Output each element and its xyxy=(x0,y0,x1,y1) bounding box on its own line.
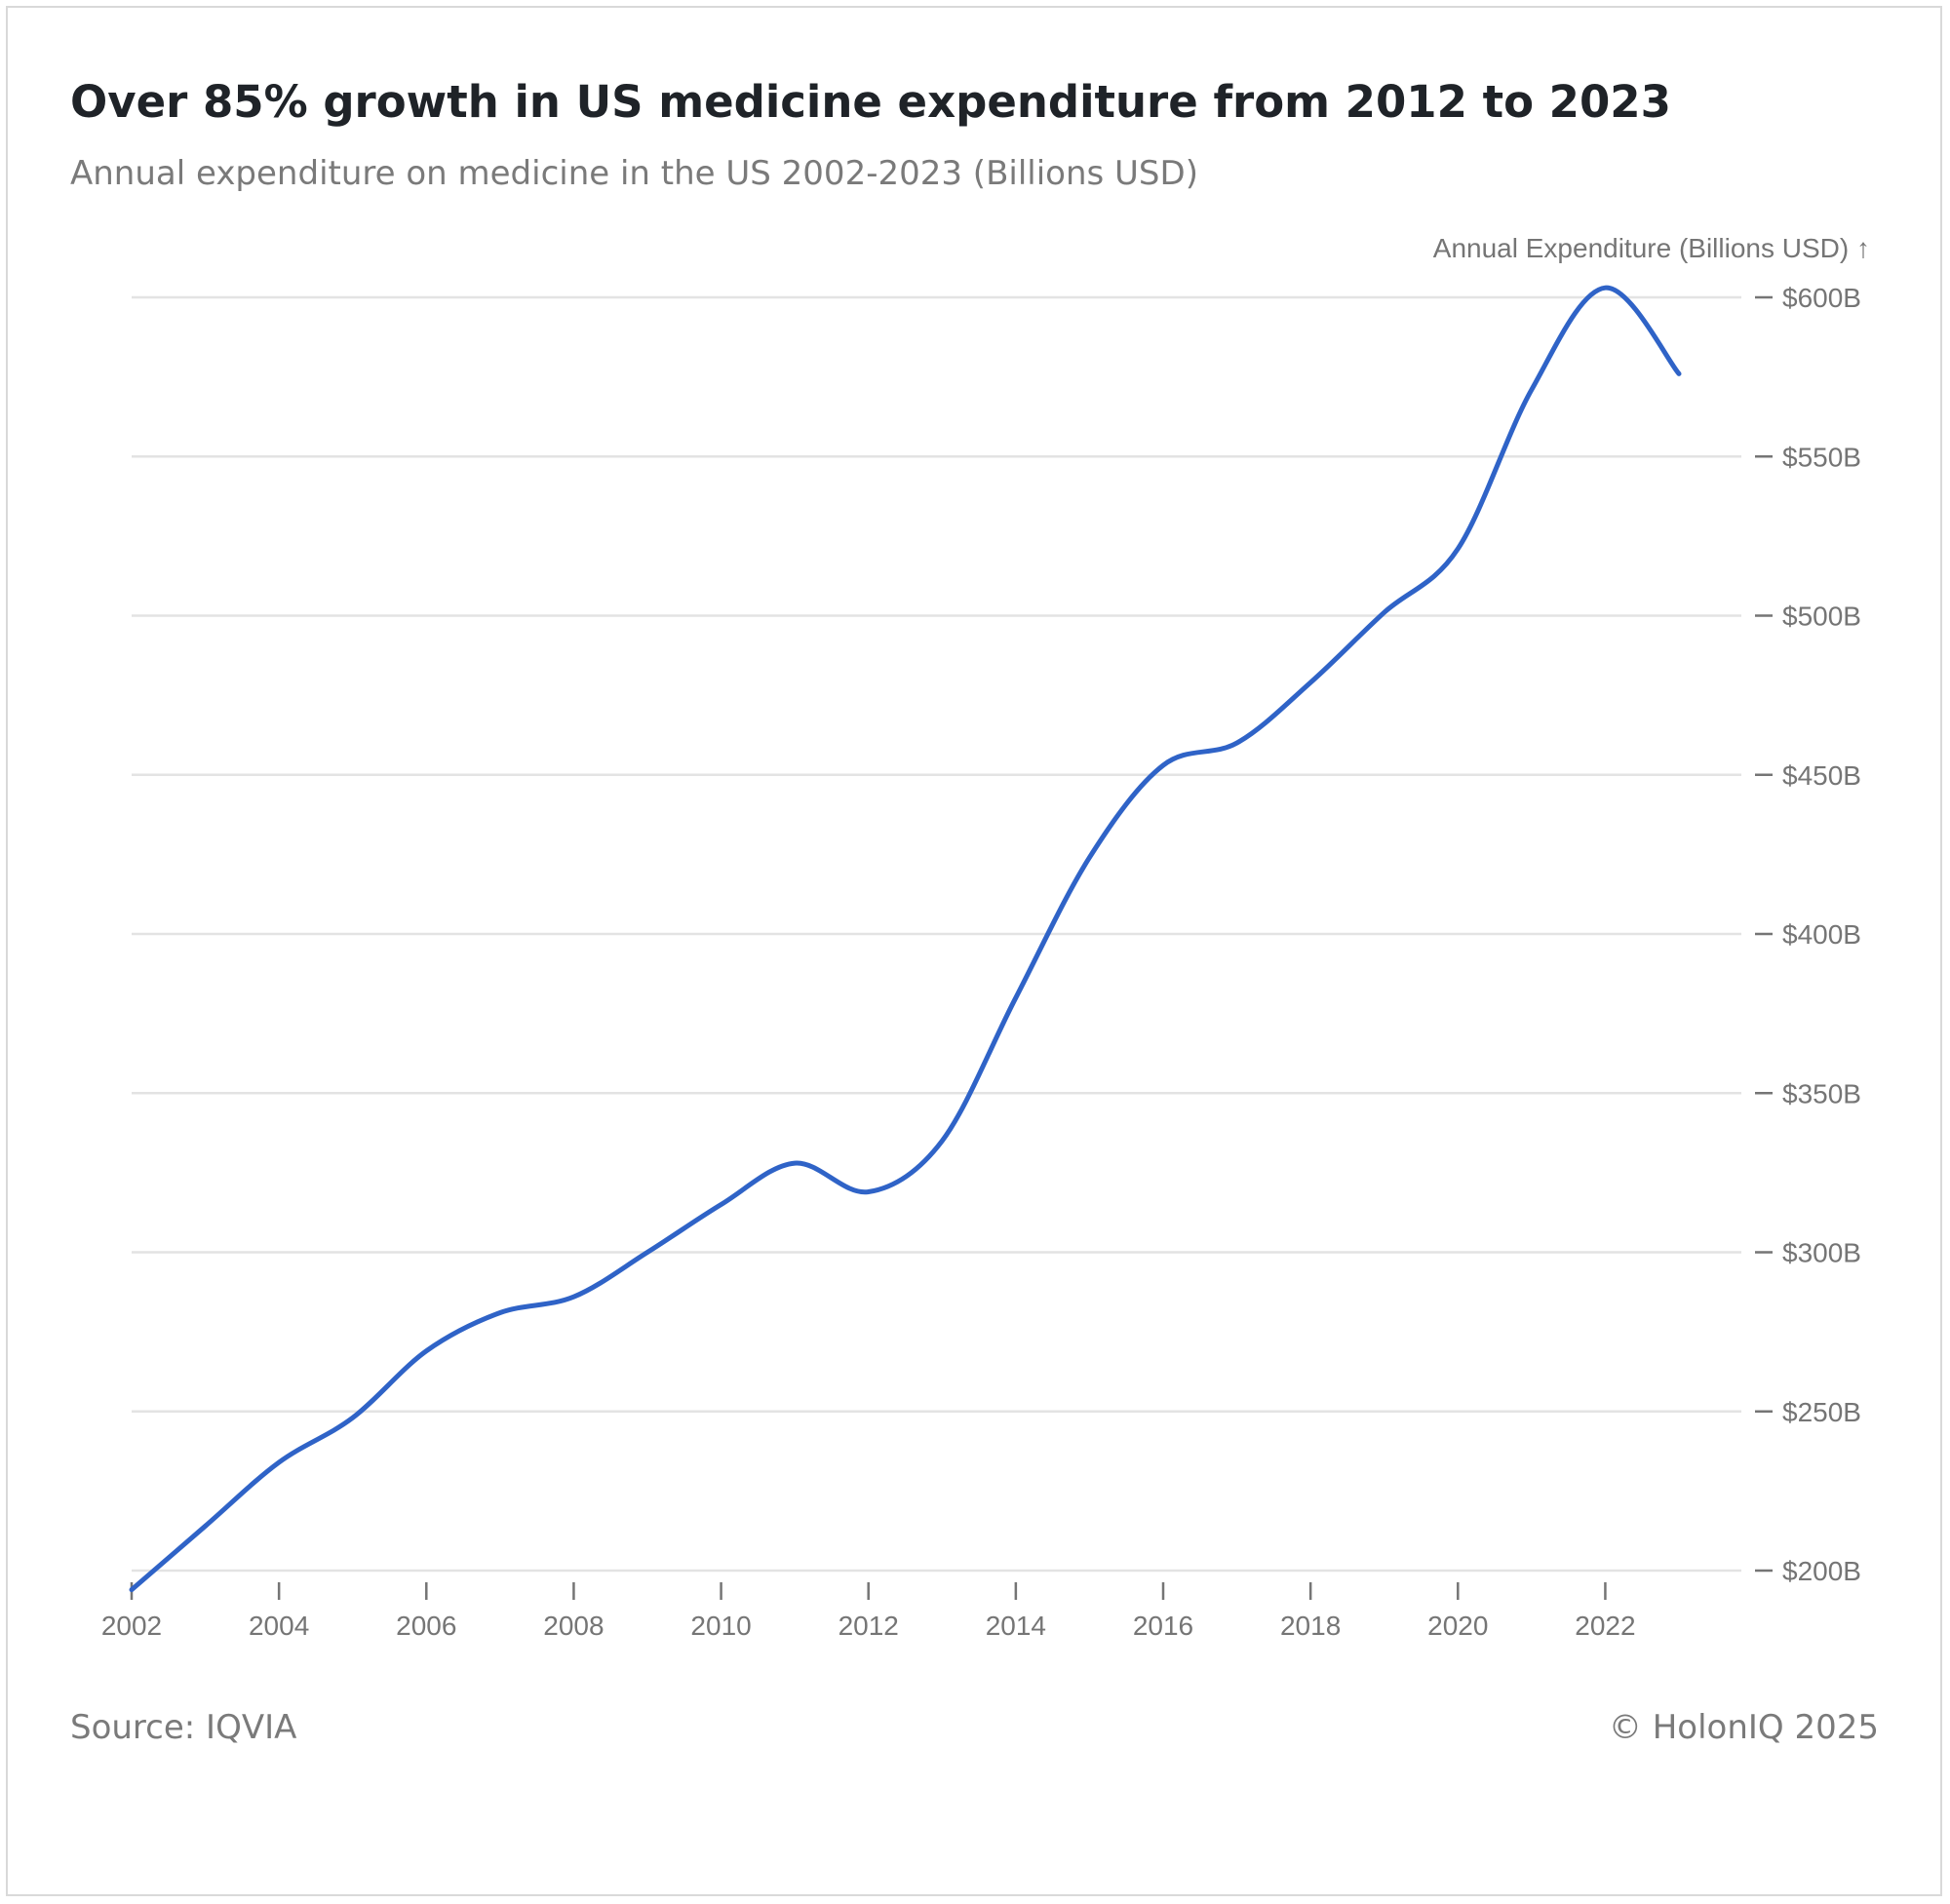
y-tick-label: $450B xyxy=(1782,760,1861,791)
x-tick-label: 2014 xyxy=(986,1611,1046,1641)
y-tick-label: $200B xyxy=(1782,1556,1861,1586)
x-tick-label: 2012 xyxy=(838,1611,899,1641)
expenditure-line xyxy=(129,285,1682,1593)
x-tick-label: 2004 xyxy=(249,1611,309,1641)
y-tick-label: $350B xyxy=(1782,1078,1861,1108)
chart-title: Over 85% growth in US medicine expenditu… xyxy=(70,76,1671,128)
gridlines xyxy=(132,295,1741,1573)
x-tick-label: 2010 xyxy=(690,1611,751,1641)
copyright-note: © HolonIQ 2025 xyxy=(1608,1708,1879,1747)
x-tick-label: 2022 xyxy=(1575,1611,1635,1641)
y-tick-label: $550B xyxy=(1782,442,1861,472)
chart-subtitle: Annual expenditure on medicine in the US… xyxy=(70,154,1198,193)
y-tick-label: $400B xyxy=(1782,919,1861,950)
y-tick-label: $250B xyxy=(1782,1397,1861,1427)
series-group xyxy=(129,285,1682,1593)
y-axis-label: Annual Expenditure (Billions USD) ↑ xyxy=(1433,233,1870,263)
y-tick-label: $300B xyxy=(1782,1238,1861,1268)
x-tick-label: 2002 xyxy=(101,1611,162,1641)
y-tick-label: $500B xyxy=(1782,602,1861,632)
chart-card xyxy=(6,6,1942,1896)
x-tick-label: 2018 xyxy=(1280,1611,1341,1641)
x-tick-label: 2008 xyxy=(543,1611,604,1641)
source-note: Source: IQVIA xyxy=(70,1708,297,1747)
y-axis: $200B $250B $300B $350B $400B $450B $500B $550B… xyxy=(1755,283,1861,1586)
y-tick-label: $600B xyxy=(1782,283,1861,313)
x-tick-label: 2016 xyxy=(1133,1611,1193,1641)
x-tick-label: 2006 xyxy=(396,1611,456,1641)
x-tick-label: 2020 xyxy=(1427,1611,1488,1641)
x-axis: 2002 2004 2006 2008 2010 2012 2014 2016 2018 2020… xyxy=(101,1582,1636,1641)
